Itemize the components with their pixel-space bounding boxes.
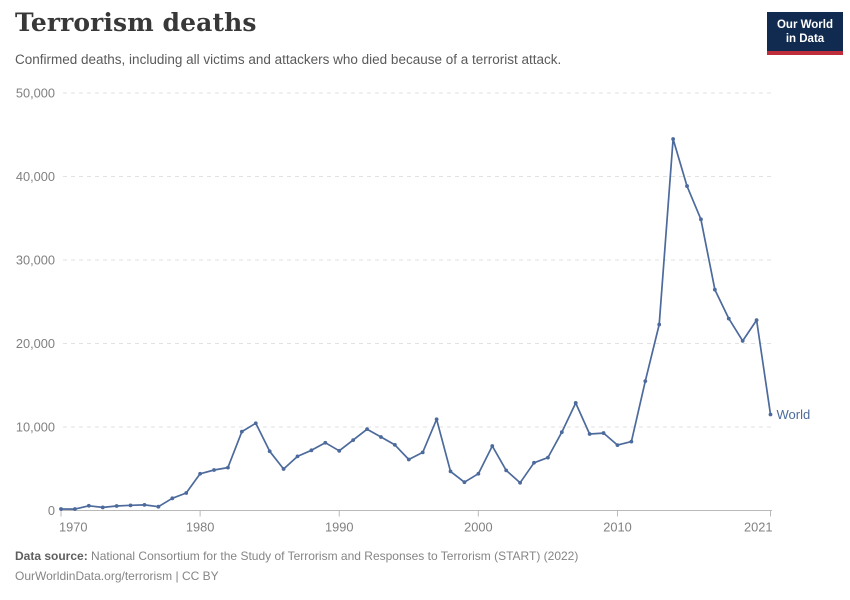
world-series-line — [60, 138, 772, 510]
data-point-1988[interactable] — [309, 448, 314, 453]
data-point-2017[interactable] — [712, 287, 717, 292]
data-point-2005[interactable] — [546, 455, 550, 460]
data-point-1990[interactable] — [337, 448, 342, 453]
data-point-1986[interactable] — [281, 467, 286, 471]
data-point-1993[interactable] — [379, 435, 383, 439]
x-axis-tick-label: 2000 — [464, 520, 492, 535]
owid-logo-line2: in Data — [785, 33, 825, 46]
data-point-1984[interactable] — [253, 421, 258, 426]
data-point-1973[interactable] — [100, 505, 105, 510]
data-point-1972[interactable] — [86, 503, 91, 508]
data-point-2000[interactable] — [476, 471, 481, 476]
data-point-2003[interactable] — [518, 480, 522, 485]
data-point-2014[interactable] — [671, 137, 676, 141]
license-line[interactable]: OurWorldinData.org/terrorism | CC BY — [15, 568, 219, 583]
data-point-1997[interactable] — [434, 417, 439, 422]
data-point-2019[interactable] — [740, 339, 745, 343]
data-point-1975[interactable] — [128, 503, 133, 508]
data-point-2013[interactable] — [657, 322, 662, 327]
x-axis-tick-label: 2021 — [744, 520, 772, 535]
data-point-2008[interactable] — [587, 432, 592, 436]
y-axis-tick-label: 20,000 — [16, 336, 55, 351]
data-point-1974[interactable] — [114, 504, 119, 508]
y-axis-tick-label: 10,000 — [16, 420, 55, 435]
data-point-1970[interactable] — [59, 507, 63, 511]
data-source-label: Data source: — [15, 549, 88, 563]
data-point-2001[interactable] — [490, 444, 495, 448]
data-point-1971[interactable] — [73, 507, 77, 511]
chart-footer: Data source: National Consortium for the… — [15, 547, 578, 587]
data-point-2011[interactable] — [629, 439, 634, 444]
data-point-1998[interactable] — [448, 469, 453, 474]
data-point-1996[interactable] — [420, 450, 425, 455]
data-source-line: Data source: National Consortium for the… — [15, 547, 578, 567]
data-point-1999[interactable] — [462, 480, 467, 485]
data-point-1995[interactable] — [406, 457, 411, 462]
y-axis-tick-label: 0 — [48, 503, 55, 518]
data-point-2009[interactable] — [601, 431, 606, 435]
data-source-text: National Consortium for the Study of Ter… — [87, 549, 579, 563]
y-axis-tick-label: 50,000 — [16, 86, 55, 101]
y-axis-tick-label: 30,000 — [16, 253, 55, 268]
data-point-1977[interactable] — [156, 504, 161, 509]
data-point-2018[interactable] — [726, 316, 731, 321]
page-title: Terrorism deaths — [15, 8, 257, 37]
chart-subtitle: Confirmed deaths, including all victims … — [15, 52, 562, 67]
data-point-2021[interactable] — [768, 412, 773, 417]
data-point-1983[interactable] — [239, 429, 244, 434]
data-point-1991[interactable] — [351, 438, 356, 443]
data-point-1976[interactable] — [142, 502, 147, 507]
data-point-1981[interactable] — [212, 468, 216, 472]
data-point-2010[interactable] — [615, 443, 620, 448]
data-point-2016[interactable] — [699, 217, 703, 222]
x-axis-tick-label: 1990 — [325, 520, 353, 535]
line-chart[interactable]: 0 10,000 20,000 30,000 40,000 50,000 1970 1980 1… — [0, 78, 850, 540]
data-point-2007[interactable] — [573, 401, 578, 405]
data-point-1992[interactable] — [365, 427, 369, 432]
data-point-1989[interactable] — [323, 440, 328, 445]
data-point-1985[interactable] — [267, 449, 272, 454]
data-point-2002[interactable] — [504, 468, 509, 473]
data-point-1980[interactable] — [198, 471, 203, 476]
x-axis-tick-label: 1980 — [186, 520, 214, 535]
series-end-label: World — [777, 407, 811, 422]
data-point-1979[interactable] — [184, 491, 189, 495]
data-point-2015[interactable] — [685, 184, 689, 188]
data-point-2004[interactable] — [532, 460, 536, 465]
data-point-1982[interactable] — [226, 465, 230, 470]
owid-logo-line1: Our World — [776, 19, 833, 31]
data-point-1978[interactable] — [170, 496, 175, 501]
data-point-2012[interactable] — [643, 379, 648, 384]
data-point-2020[interactable] — [754, 318, 759, 323]
data-point-1987[interactable] — [295, 454, 300, 459]
x-axis-tick-label: 1970 — [59, 520, 87, 535]
owid-logo[interactable]: Our World in Data — [767, 12, 843, 55]
x-axis-tick-label: 2010 — [603, 520, 631, 535]
data-point-2006[interactable] — [559, 430, 564, 435]
data-point-1994[interactable] — [392, 442, 397, 447]
y-axis-tick-label: 40,000 — [16, 169, 55, 184]
